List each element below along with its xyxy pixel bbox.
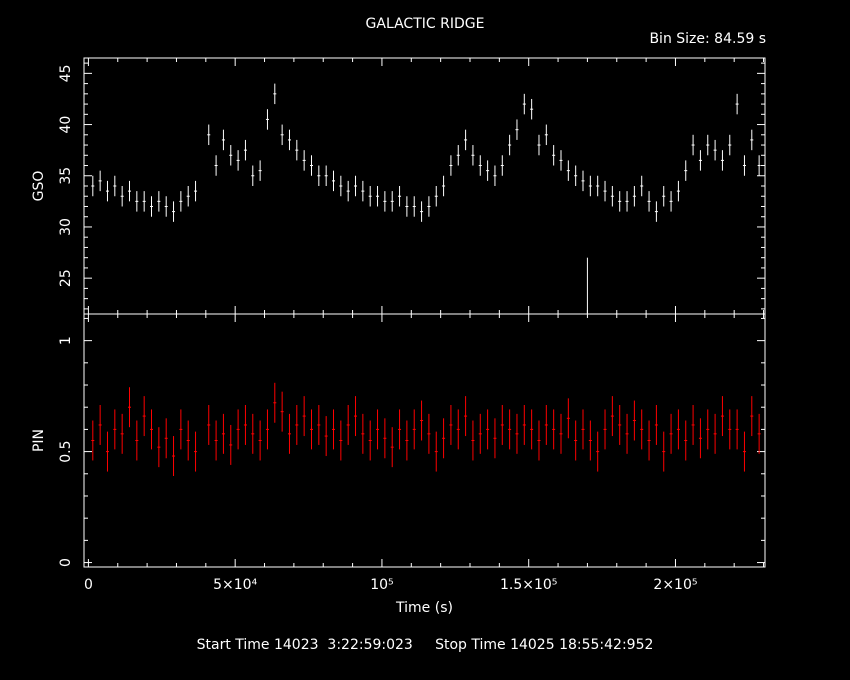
y-axis-label: PIN bbox=[31, 429, 47, 452]
panel-frame-bottom bbox=[83, 313, 766, 568]
y-tick-label: 35 bbox=[58, 167, 74, 185]
x-axis-label: Time (s) bbox=[395, 600, 453, 616]
y-tick-label: 30 bbox=[58, 218, 74, 236]
time-range-footer: Start Time 14023 3:22:59:023 Stop Time 1… bbox=[0, 637, 850, 653]
y-tick-label: 40 bbox=[58, 116, 74, 134]
start-time-label: Start Time 14023 3:22:59:023 bbox=[196, 637, 413, 653]
y-tick-label: 0.5 bbox=[58, 440, 74, 462]
x-tick-label: 1.5×10⁵ bbox=[500, 577, 557, 593]
x-tick-label: 0 bbox=[84, 577, 93, 593]
y-tick-label: 0 bbox=[58, 558, 74, 567]
plot-title: GALACTIC RIDGE bbox=[365, 16, 485, 32]
panel-frame-top bbox=[83, 57, 766, 315]
y-tick-label: 45 bbox=[58, 64, 74, 82]
x-tick-label: 2×10⁵ bbox=[653, 577, 697, 593]
y-tick-label: 1 bbox=[58, 336, 74, 345]
x-tick-label: 10⁵ bbox=[370, 577, 393, 593]
y-axis-label: GSO bbox=[31, 171, 47, 202]
stop-time-label: Stop Time 14025 18:55:42:952 bbox=[435, 637, 654, 653]
bin-size-label: Bin Size: 84.59 s bbox=[649, 31, 766, 47]
x-tick-label: 5×10⁴ bbox=[213, 577, 257, 593]
y-tick-label: 25 bbox=[58, 269, 74, 287]
